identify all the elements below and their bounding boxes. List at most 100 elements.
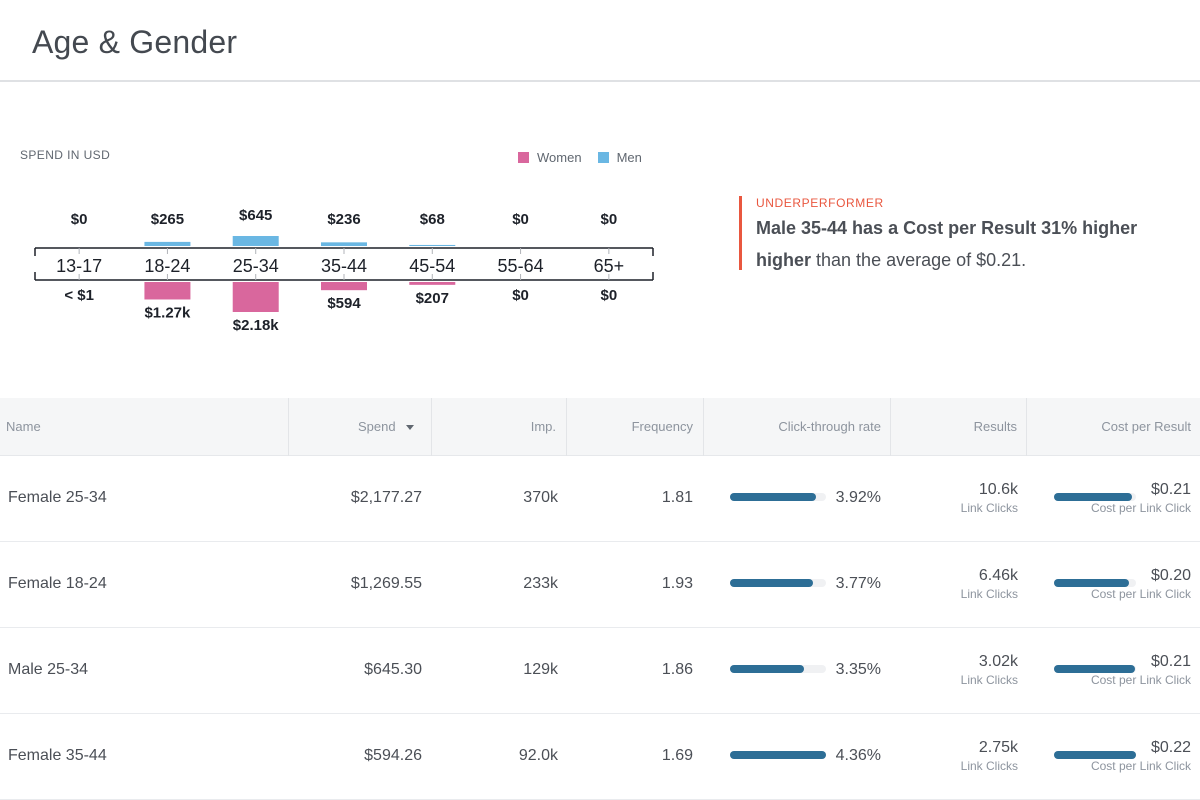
ctr-bar-fill: [730, 493, 817, 501]
row-ctr: 4.36%: [835, 747, 881, 764]
row-frequency: 1.93: [661, 575, 693, 592]
row-frequency: 1.69: [661, 747, 693, 764]
row-name: Female 18-24: [8, 575, 107, 592]
row-results-type: Link Clicks: [960, 501, 1018, 515]
row-impressions: 92.0k: [518, 747, 558, 764]
column-divider[interactable]: [288, 398, 289, 456]
table-body: Female 25-34 $2,177.27 370k 1.81 3.92% 1…: [0, 456, 1200, 800]
ctr-bar-track: [730, 579, 826, 587]
chart-legend: Women Men: [518, 150, 642, 165]
column-divider[interactable]: [431, 398, 432, 456]
insight-rest: than the average of $0.21.: [811, 250, 1027, 270]
row-results-type: Link Clicks: [960, 587, 1018, 601]
insight-bold-2: higher: [756, 250, 812, 270]
women-bar: [409, 282, 456, 285]
row-spend: $645.30: [364, 661, 422, 678]
column-divider[interactable]: [566, 398, 567, 456]
row-frequency: 1.81: [661, 489, 693, 506]
men-value-label: $645: [239, 207, 272, 224]
cpr-bar-fill: [1054, 579, 1129, 587]
table-row[interactable]: Female 25-34 $2,177.27 370k 1.81 3.92% 1…: [0, 456, 1200, 542]
ctr-bar-fill: [730, 665, 804, 673]
category-label: 55-64: [498, 256, 544, 276]
category-label: 45-54: [409, 256, 455, 276]
ctr-bar-track: [730, 665, 826, 673]
sort-caret-icon: [405, 425, 414, 431]
cpr-bar-fill: [1054, 493, 1132, 501]
column-header-name[interactable]: Name: [6, 419, 41, 434]
underperformer-insight: UNDERPERFORMER Male 35-44 has a Cost per…: [739, 196, 1179, 270]
men-value-label: $236: [327, 211, 360, 228]
row-name: Male 25-34: [8, 661, 89, 678]
women-value-label: $0: [601, 287, 618, 304]
legend-label-women: Women: [537, 150, 582, 165]
chart-title: SPEND IN USD: [20, 148, 111, 162]
cpr-bar-track: [1054, 493, 1136, 501]
cpr-bar-track: [1054, 579, 1136, 587]
legend-item-men[interactable]: Men: [597, 150, 642, 165]
row-results: 2.75k: [978, 739, 1018, 756]
column-header-results[interactable]: Results: [973, 419, 1017, 434]
cpr-bar-track: [1054, 751, 1136, 759]
men-value-label: $0: [71, 211, 88, 228]
men-value-label: $265: [151, 211, 184, 228]
category-label: 18-24: [144, 256, 190, 276]
column-header-cost-per-result[interactable]: Cost per Result: [1101, 419, 1191, 434]
row-spend: $2,177.27: [350, 489, 422, 506]
row-cost-per-result: $0.20: [1150, 567, 1191, 584]
column-header-spend-label: Spend: [358, 419, 396, 434]
row-cost-per-result: $0.21: [1150, 481, 1191, 498]
cpr-bar-fill: [1054, 665, 1136, 673]
women-value-label: < $1: [64, 287, 94, 304]
men-value-label: $0: [601, 211, 618, 228]
row-impressions: 370k: [523, 489, 558, 506]
women-value-label: $1.27k: [144, 304, 191, 321]
row-cost-per-result: $0.22: [1150, 739, 1191, 756]
women-bar: [144, 282, 191, 300]
column-header-ctr[interactable]: Click-through rate: [778, 419, 881, 434]
row-ctr: 3.92%: [835, 489, 881, 506]
cpr-bar-fill: [1054, 751, 1136, 759]
column-divider[interactable]: [890, 398, 891, 456]
column-divider[interactable]: [1026, 398, 1027, 456]
ctr-bar-track: [730, 493, 826, 501]
row-impressions: 233k: [523, 575, 558, 592]
page-header: Age & Gender: [0, 0, 1200, 82]
row-name: Female 35-44: [8, 747, 107, 764]
column-header-imp[interactable]: Imp.: [530, 419, 556, 434]
category-label: 13-17: [56, 256, 102, 276]
row-cost-per-result-type: Cost per Link Click: [1090, 587, 1191, 601]
row-cost-per-result-type: Cost per Link Click: [1090, 673, 1191, 687]
men-bar: [409, 244, 456, 246]
breakdown-table: Name Spend Imp. Frequency Click-through …: [0, 398, 1200, 800]
legend-swatch-women: [518, 152, 529, 163]
row-cost-per-result-type: Cost per Link Click: [1090, 759, 1191, 773]
row-ctr: 3.77%: [835, 575, 881, 592]
legend-item-women[interactable]: Women: [518, 150, 582, 165]
row-results: 6.46k: [978, 567, 1018, 584]
category-label: 35-44: [321, 256, 367, 276]
table-row[interactable]: Female 35-44 $594.26 92.0k 1.69 4.36% 2.…: [0, 714, 1200, 800]
row-results: 10.6k: [978, 481, 1018, 498]
women-value-label: $594: [327, 295, 361, 312]
cpr-bar-track: [1054, 665, 1136, 673]
category-label: 65+: [594, 256, 625, 276]
men-value-label: $68: [420, 211, 445, 228]
category-label: 25-34: [233, 256, 279, 276]
table-row[interactable]: Male 25-34 $645.30 129k 1.86 3.35% 3.02k…: [0, 628, 1200, 714]
row-cost-per-result-type: Cost per Link Click: [1090, 501, 1191, 515]
column-divider[interactable]: [703, 398, 704, 456]
legend-label-men: Men: [616, 150, 642, 165]
table-header: Name Spend Imp. Frequency Click-through …: [0, 398, 1200, 456]
insight-bold: Male 35-44 has a Cost per Result 31% hig…: [756, 218, 1138, 238]
column-header-frequency[interactable]: Frequency: [631, 419, 693, 434]
ctr-bar-fill: [730, 751, 826, 759]
row-results-type: Link Clicks: [960, 759, 1018, 773]
chart-svg: 13-17 $0 < $1 18-24 $265 $1.27k 25-34 $645 $2.18…: [34, 207, 654, 334]
table-row[interactable]: Female 18-24 $1,269.55 233k 1.93 3.77% 6…: [0, 542, 1200, 628]
column-header-spend[interactable]: Spend: [358, 398, 414, 456]
women-bar: [321, 282, 367, 291]
men-value-label: $0: [512, 211, 529, 228]
page-title: Age & Gender: [32, 24, 238, 60]
row-spend: $594.26: [364, 747, 422, 764]
